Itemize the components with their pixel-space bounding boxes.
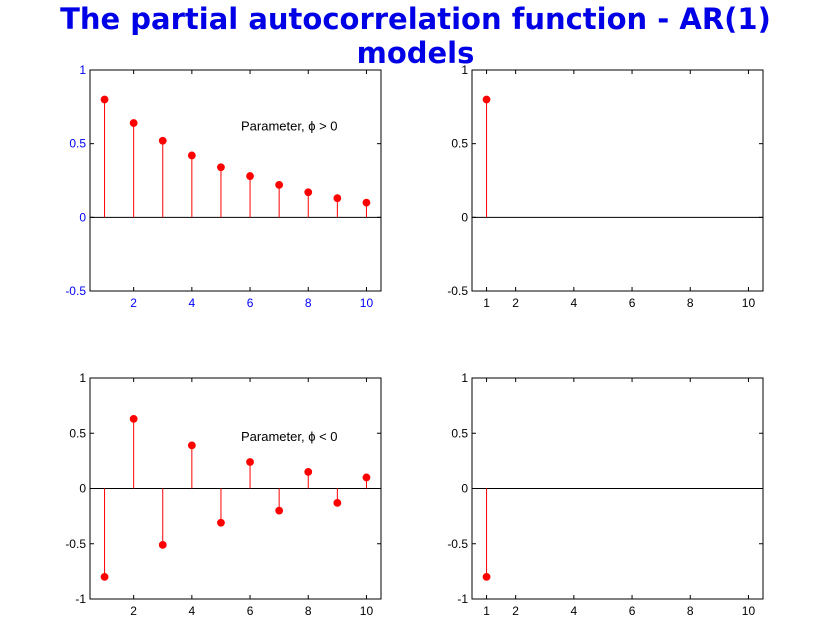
- bottom-left-ytick-label: -0.5: [65, 537, 86, 551]
- top-right-ytick-label: -0.5: [447, 284, 468, 298]
- bottom-left-xtick-label: 10: [360, 604, 374, 618]
- bottom-right-ytick-label: 1: [461, 371, 468, 385]
- top-left-stem-marker: [187, 151, 196, 160]
- bottom-left-ytick-label: 1: [79, 371, 86, 385]
- top-right-xtick-label: 1: [483, 296, 490, 310]
- bottom-right-ytick-label: 0: [461, 482, 468, 496]
- top-left-stem-marker: [333, 194, 342, 203]
- bottom-right-xtick-label: 8: [687, 604, 694, 618]
- top-right-plot-frame: [471, 69, 764, 292]
- top-left-stem-marker: [158, 136, 167, 145]
- top-right-ytick-label: 0: [461, 210, 468, 224]
- bottom-left-stem-marker: [333, 498, 342, 507]
- bottom-right-ytick-label: 0.5: [451, 426, 468, 440]
- bottom-left-stem-marker: [100, 573, 109, 581]
- top-right-xtick-label: 2: [512, 296, 519, 310]
- top-left-xtick-label: 6: [247, 296, 254, 310]
- top-right-xtick-label: 6: [629, 296, 636, 310]
- bottom-left-stem-marker: [362, 473, 371, 482]
- top-left-xtick-label: 10: [360, 296, 374, 310]
- top-left-plot-frame: [89, 69, 382, 292]
- bottom-left-xtick-label: 4: [189, 604, 196, 618]
- top-left-stem-marker: [304, 188, 313, 197]
- top-right-xtick-label: 8: [687, 296, 694, 310]
- bottom-left-xtick-label: 2: [130, 604, 137, 618]
- top-right-stem-marker: [482, 95, 491, 104]
- top-right-ytick-label: 1: [461, 63, 468, 77]
- top-left-xtick-label: 4: [189, 296, 196, 310]
- top-left-stem-marker: [217, 163, 225, 172]
- top-left-ytick-label: -0.5: [65, 284, 86, 298]
- top-left-xtick-label: 8: [305, 296, 312, 310]
- bottom-left-stem-marker: [275, 506, 284, 515]
- bottom-left-ytick-label: -1: [75, 592, 86, 606]
- bottom-right-stem-marker: [482, 573, 491, 581]
- top-right-xtick-label: 4: [571, 296, 578, 310]
- bottom-left-stem-marker: [129, 414, 138, 423]
- top-left-stem-marker: [246, 172, 254, 180]
- top-left-xtick-label: 2: [130, 296, 137, 310]
- top-left-ytick-label: 1: [79, 63, 86, 77]
- page-title: The partial autocorrelation function - A…: [60, 2, 771, 70]
- bottom-left-stem-marker: [246, 458, 254, 466]
- top-right-ytick-label: 0.5: [451, 137, 468, 151]
- top-left-annotation: Parameter, ϕ > 0: [241, 118, 338, 133]
- bottom-left-stem-marker: [217, 518, 225, 527]
- bottom-left-ytick-label: 0.5: [69, 426, 86, 440]
- top-left-ytick-label: 0.5: [69, 137, 86, 151]
- top-left-stem-marker: [362, 198, 371, 207]
- bottom-left-ytick-label: 0: [79, 482, 86, 496]
- bottom-left-xtick-label: 6: [247, 604, 254, 618]
- bottom-right-xtick-label: 10: [742, 604, 756, 618]
- top-left-stem-marker: [275, 181, 284, 189]
- bottom-right-ytick-label: -0.5: [447, 537, 468, 551]
- bottom-left-stem-marker: [158, 540, 167, 549]
- bottom-right-xtick-label: 4: [571, 604, 578, 618]
- bottom-right-xtick-label: 2: [512, 604, 519, 618]
- top-left-ytick-label: 0: [79, 210, 86, 224]
- bottom-left-stem-marker: [304, 468, 313, 476]
- top-left-stem-marker: [100, 95, 109, 104]
- top-left-stem-marker: [129, 119, 138, 127]
- bottom-right-ytick-label: -1: [457, 592, 468, 606]
- bottom-right-xtick-label: 6: [629, 604, 636, 618]
- bottom-left-xtick-label: 8: [305, 604, 312, 618]
- bottom-left-stem-marker: [187, 441, 196, 450]
- top-right-xtick-label: 10: [742, 296, 756, 310]
- bottom-left-annotation: Parameter, ϕ < 0: [241, 429, 338, 444]
- bottom-right-xtick-label: 1: [483, 604, 490, 618]
